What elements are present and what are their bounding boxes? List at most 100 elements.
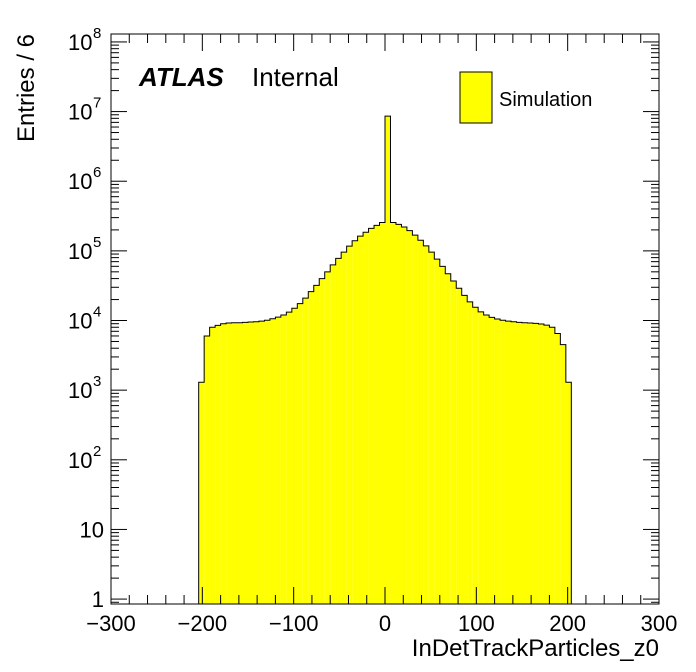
x-tick-label: 0: [379, 611, 391, 636]
histogram-bin-56: [505, 321, 512, 604]
histogram-bin-11: [258, 321, 265, 604]
histogram-bin-8: [242, 322, 248, 604]
x-tick-label: 300: [641, 611, 678, 636]
histogram-bin-6: [231, 322, 238, 604]
x-tick-label: 200: [549, 611, 586, 636]
y-tick-label: 10: [68, 378, 92, 403]
histogram-bin-3: [215, 325, 221, 604]
histogram-bin-44: [439, 266, 446, 604]
histogram-bin-39: [412, 235, 418, 605]
histogram-bin-46: [450, 280, 457, 604]
y-tick-exponent: 4: [93, 304, 101, 321]
histogram-bin-54: [494, 319, 501, 604]
histogram-bin-45: [445, 273, 451, 604]
y-tick-label: 10: [68, 100, 92, 125]
x-tick-labels: −300 −200 −100 0 100 200 300: [86, 611, 677, 636]
histogram-bin-53: [489, 317, 495, 604]
histogram-bin-34: [385, 116, 391, 604]
histogram-bin-55: [500, 320, 506, 604]
y-tick-label: 10: [68, 309, 92, 334]
histogram-bin-19: [302, 298, 309, 604]
histogram-bin-65: [554, 333, 561, 604]
histogram-bin-26: [341, 252, 347, 604]
histogram-bin-42: [428, 252, 435, 604]
histogram-bin-51: [478, 311, 484, 604]
legend-swatch: [459, 71, 493, 124]
histogram-bin-62: [538, 324, 544, 604]
axis-ticks: [110, 34, 660, 604]
x-tick-label: −300: [86, 611, 136, 636]
histogram-bin-37: [401, 227, 407, 604]
histogram-bin-23: [324, 271, 331, 604]
histogram-bin-59: [522, 322, 528, 604]
histogram-bin-58: [516, 322, 522, 604]
histogram-bin-66: [560, 344, 566, 604]
y-tick-label: 1: [92, 587, 104, 612]
y-tick-label: 10: [68, 30, 92, 55]
x-tick-label: −200: [178, 611, 228, 636]
y-tick-exponent: 3: [93, 373, 101, 390]
histogram-bin-35: [390, 222, 396, 605]
histogram-bin-16: [286, 312, 292, 604]
histogram-bin-25: [335, 258, 342, 604]
histogram-bin-18: [297, 303, 303, 604]
histogram-bin-5: [226, 323, 232, 604]
histogram-bin-64: [549, 327, 555, 604]
histogram-bars: [198, 116, 572, 605]
histogram-bin-63: [543, 325, 550, 604]
histogram-bin-43: [434, 259, 440, 604]
histogram-bin-29: [357, 236, 364, 604]
histogram-bin-48: [461, 295, 468, 604]
histogram-bin-1: [204, 335, 210, 604]
y-tick-label: 10: [80, 517, 104, 542]
y-tick-exponent: 5: [93, 234, 101, 251]
histogram-bin-22: [319, 278, 325, 604]
legend-label: Simulation: [499, 89, 592, 111]
histogram-bin-0: [198, 382, 205, 604]
histogram-bin-61: [532, 323, 539, 604]
y-tick-label: 10: [68, 169, 92, 194]
y-tick-label: 10: [68, 448, 92, 473]
histogram-bin-33: [379, 222, 385, 605]
histogram-bin-52: [483, 315, 490, 604]
x-tick-label: −100: [269, 611, 319, 636]
histogram-bin-2: [209, 327, 216, 604]
histogram-bin-30: [363, 232, 369, 604]
histogram-bin-31: [368, 228, 375, 604]
histogram-bin-20: [308, 291, 314, 604]
histogram-bin-67: [565, 382, 572, 604]
histogram-bin-50: [472, 307, 479, 604]
histogram-bin-32: [374, 225, 380, 604]
y-axis-title: Entries / 6: [13, 34, 40, 142]
histogram-bin-21: [313, 285, 320, 604]
y-tick-exponent: 8: [93, 25, 101, 42]
histogram-bin-12: [264, 320, 270, 604]
histogram-bin-9: [248, 322, 254, 604]
histogram-bin-17: [291, 308, 298, 604]
histogram-bin-10: [253, 321, 259, 604]
histogram-bin-36: [395, 224, 402, 604]
histogram-bin-7: [237, 322, 243, 604]
y-tick-exponent: 6: [93, 164, 101, 181]
histogram-bin-28: [352, 240, 358, 604]
histogram-bin-60: [527, 323, 533, 604]
histogram-bin-27: [346, 246, 353, 604]
y-tick-exponent: 2: [93, 443, 101, 460]
histogram-bin-13: [269, 318, 276, 604]
histogram-bin-14: [275, 317, 281, 604]
y-tick-label: 10: [68, 239, 92, 264]
histogram-bin-4: [220, 323, 227, 604]
histogram-outline: [198, 115, 572, 604]
histogram-bin-57: [511, 321, 517, 604]
histogram-bin-24: [330, 264, 336, 604]
histogram-bin-41: [423, 245, 429, 605]
y-tick-exponent: 7: [93, 95, 101, 112]
atlas-label: ATLAS: [138, 62, 224, 92]
x-axis-title: InDetTrackParticles_z0: [412, 635, 659, 662]
histogram-bin-38: [406, 230, 413, 605]
histogram-bin-47: [456, 288, 462, 604]
histogram-bin-15: [280, 315, 287, 604]
x-tick-label: 100: [458, 611, 495, 636]
